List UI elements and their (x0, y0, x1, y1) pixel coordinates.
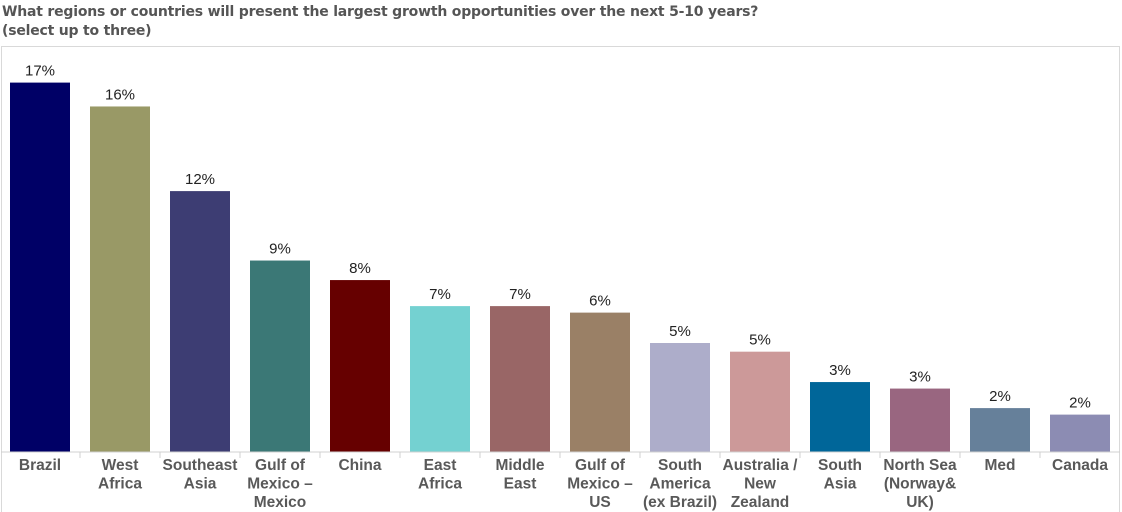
category-label-line: Canada (1052, 457, 1108, 474)
category-label: South Asia (818, 457, 862, 493)
data-label: 5% (749, 332, 771, 349)
category-label-line: America (649, 476, 711, 493)
plot-frame (1, 46, 1120, 512)
category-label-line: East (504, 476, 537, 493)
category-label: Brazil (19, 457, 61, 474)
bar (810, 382, 870, 452)
data-label: 2% (989, 388, 1011, 405)
category-label-line: Asia (824, 476, 857, 493)
category-label-line: South (818, 457, 862, 474)
category-label: Middle East (495, 457, 544, 493)
bar (250, 260, 310, 452)
bar (170, 191, 230, 452)
category-label-line: (Norway& (884, 476, 956, 493)
category-label-line: Gulf of (255, 457, 306, 474)
category-label-line: East (424, 457, 457, 474)
chart-subtitle: (select up to three) (2, 23, 152, 39)
bar (410, 306, 470, 452)
category-label: South America (ex Brazil) (643, 457, 717, 511)
bar (730, 351, 790, 452)
category-label-line: Asia (184, 476, 217, 493)
category-label: West Africa (98, 457, 142, 493)
data-label: 8% (349, 260, 371, 277)
category-label-line: Brazil (19, 457, 61, 474)
category-label-line: US (589, 494, 611, 511)
chart-title: What regions or countries will present t… (2, 3, 758, 41)
bar (890, 388, 950, 452)
data-label: 6% (589, 293, 611, 310)
bar (10, 82, 70, 452)
category-label-line: South (658, 457, 702, 474)
category-label: Med (985, 457, 1016, 474)
category-label: Gulf of Mexico – US (567, 457, 633, 511)
category-label: China (338, 457, 381, 474)
bar (970, 408, 1030, 452)
bar (330, 280, 390, 452)
category-label: Gulf of Mexico – Mexico (247, 457, 313, 511)
data-label: 3% (909, 369, 931, 386)
category-label-line: Gulf of (575, 457, 626, 474)
category-label-line: Mexico – (247, 476, 313, 493)
category-label-line: Mexico – (567, 476, 633, 493)
data-label: 3% (829, 362, 851, 379)
category-label-line: Med (985, 457, 1016, 474)
category-label-line: West (102, 457, 139, 474)
category-label-line: (ex Brazil) (643, 494, 717, 511)
category-label-line: Mexico (254, 494, 307, 511)
data-label: 16% (105, 86, 135, 103)
category-label-line: Australia / (723, 457, 799, 474)
bar (90, 106, 150, 452)
data-label: 9% (269, 241, 291, 258)
category-label: Canada (1052, 457, 1108, 474)
category-label-line: UK) (906, 494, 934, 511)
category-label: East Africa (418, 457, 462, 493)
category-label-line: Africa (418, 476, 462, 493)
data-label: 17% (25, 63, 55, 80)
category-label: Australia / New Zealand (723, 457, 799, 511)
category-label-line: Middle (495, 457, 544, 474)
bar (1050, 414, 1110, 452)
data-label: 7% (429, 286, 451, 303)
category-label-line: Africa (98, 476, 142, 493)
bar (570, 312, 630, 452)
category-label-line: Southeast (163, 457, 238, 474)
category-label-line: Zealand (731, 494, 790, 511)
category-label: North Sea (Norway& UK) (883, 457, 957, 511)
chart-title-line: What regions or countries will present t… (2, 4, 759, 20)
category-label-line: New (744, 476, 777, 493)
data-label: 7% (509, 286, 531, 303)
category-label: Southeast Asia (163, 457, 238, 493)
data-label: 2% (1069, 395, 1091, 412)
bar (490, 306, 550, 452)
data-label: 5% (669, 323, 691, 340)
data-label: 12% (185, 171, 215, 188)
category-label-line: China (338, 457, 381, 474)
category-label-line: North Sea (883, 457, 957, 474)
bar (650, 343, 710, 452)
